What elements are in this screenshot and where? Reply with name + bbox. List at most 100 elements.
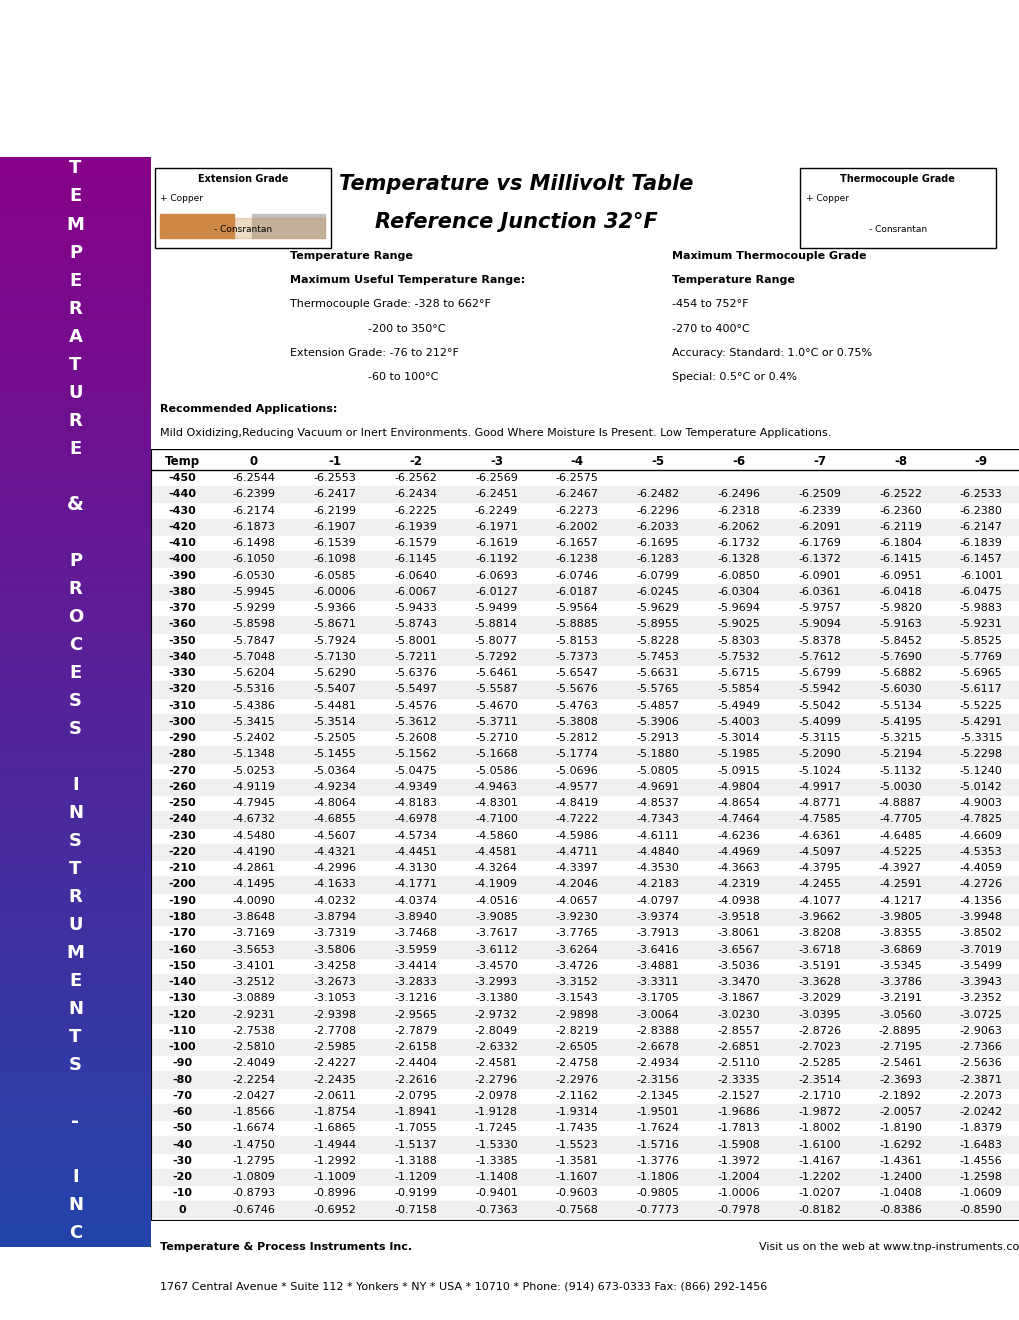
Bar (0, 829, 151, 834)
Text: -1.5716: -1.5716 (636, 1139, 679, 1150)
Bar (0, 993, 151, 999)
Bar (0, 895, 151, 900)
Bar (0, 1234, 151, 1239)
Text: -1.1607: -1.1607 (555, 1172, 598, 1183)
Text: -0.6746: -0.6746 (232, 1205, 275, 1214)
Text: -9: -9 (974, 455, 987, 469)
Text: -3.5653: -3.5653 (232, 945, 275, 954)
Text: -5.3215: -5.3215 (878, 733, 921, 743)
Text: -5.7769: -5.7769 (959, 652, 1002, 661)
Bar (0, 387, 151, 392)
Text: -6.2553: -6.2553 (313, 473, 356, 483)
Text: -6.0304: -6.0304 (716, 587, 759, 597)
Text: -2.5285: -2.5285 (798, 1059, 841, 1068)
Text: -4.5480: -4.5480 (232, 830, 275, 841)
Bar (151, 486, 1019, 503)
Bar (151, 1137, 1019, 1152)
Text: -5.1562: -5.1562 (393, 750, 436, 759)
Text: -6.2225: -6.2225 (393, 506, 437, 516)
Bar (0, 376, 151, 381)
Text: -210: -210 (168, 863, 196, 874)
Bar (0, 884, 151, 890)
Bar (0, 458, 151, 463)
Bar (0, 420, 151, 425)
Text: -454 to 752°F: -454 to 752°F (672, 300, 748, 309)
Text: N: N (68, 1001, 83, 1018)
Text: -5.8452: -5.8452 (878, 636, 921, 645)
Bar (0, 785, 151, 791)
Text: -4.7464: -4.7464 (716, 814, 760, 825)
Bar (151, 1072, 1019, 1088)
Bar (0, 1020, 151, 1026)
Text: -3.3311: -3.3311 (636, 977, 679, 987)
Text: -240: -240 (168, 814, 196, 825)
Bar (0, 846, 151, 851)
Text: -2.2254: -2.2254 (232, 1074, 275, 1085)
Bar (0, 949, 151, 956)
Text: -5.5676: -5.5676 (555, 684, 598, 694)
Text: -6.1657: -6.1657 (555, 539, 598, 548)
Text: -6.0850: -6.0850 (716, 570, 759, 581)
Text: -260: -260 (168, 781, 196, 792)
Text: -230: -230 (168, 830, 196, 841)
Text: -4.0657: -4.0657 (555, 896, 598, 906)
Text: -2.9732: -2.9732 (475, 1010, 518, 1019)
Text: -6.1839: -6.1839 (959, 539, 1002, 548)
Bar (0, 972, 151, 977)
Text: -: - (71, 1111, 79, 1131)
Bar (0, 446, 151, 453)
Text: -5.4099: -5.4099 (798, 717, 841, 727)
Bar (0, 441, 151, 446)
Text: -8: -8 (893, 455, 906, 469)
Text: -4.4059: -4.4059 (959, 863, 1002, 874)
Text: T&P: T&P (31, 36, 120, 73)
Text: -1.3385: -1.3385 (475, 1156, 518, 1166)
Bar (0, 1048, 151, 1053)
Text: -1.0006: -1.0006 (716, 1188, 759, 1199)
Text: -6.2434: -6.2434 (393, 490, 437, 499)
Text: -0.8590: -0.8590 (959, 1205, 1002, 1214)
Text: -2.6332: -2.6332 (475, 1041, 518, 1052)
Text: -5.9025: -5.9025 (716, 619, 759, 630)
Text: 0: 0 (178, 1205, 185, 1214)
Text: -2.9231: -2.9231 (232, 1010, 275, 1019)
Text: -5.9231: -5.9231 (959, 619, 1002, 630)
Bar (0, 616, 151, 622)
Text: -5.8885: -5.8885 (555, 619, 598, 630)
Bar (0, 923, 151, 928)
Text: -5.0364: -5.0364 (313, 766, 356, 776)
Text: -5.9820: -5.9820 (878, 603, 921, 612)
Text: Mild Oxidizing,Reducing Vacuum or Inert Environments. Good Where Moisture Is Pre: Mild Oxidizing,Reducing Vacuum or Inert … (160, 428, 830, 438)
Text: -6: -6 (732, 455, 745, 469)
Text: -3.4414: -3.4414 (393, 961, 437, 970)
Bar (0, 906, 151, 911)
Bar (0, 1031, 151, 1038)
Text: -1.9501: -1.9501 (636, 1107, 679, 1117)
Text: -4.2726: -4.2726 (959, 879, 1002, 890)
Text: -2.4934: -2.4934 (636, 1059, 679, 1068)
Bar (0, 649, 151, 655)
Bar (0, 430, 151, 436)
Text: -3.0725: -3.0725 (959, 1010, 1002, 1019)
Text: E: E (69, 664, 82, 682)
Text: -5.2298: -5.2298 (959, 750, 1002, 759)
Text: -5.9564: -5.9564 (555, 603, 598, 612)
Text: U: U (68, 916, 83, 935)
Text: -3.8061: -3.8061 (716, 928, 759, 939)
Text: -6.1283: -6.1283 (636, 554, 679, 565)
Text: 1767 Central Avenue * Suite 112 * Yonkers * NY * USA * 10710 * Phone: (914) 673-: 1767 Central Avenue * Suite 112 * Yonker… (160, 1280, 766, 1291)
Text: -5.2194: -5.2194 (878, 750, 921, 759)
Text: -1.5523: -1.5523 (555, 1139, 598, 1150)
Bar (0, 1135, 151, 1140)
Text: -3.2673: -3.2673 (313, 977, 356, 987)
Bar (0, 982, 151, 987)
Text: Extension Grade: -76 to 212°F: Extension Grade: -76 to 212°F (289, 347, 459, 358)
Text: -5.9299: -5.9299 (232, 603, 275, 612)
Text: -3.9805: -3.9805 (878, 912, 921, 921)
Text: -5.8814: -5.8814 (475, 619, 518, 630)
Text: -5.7690: -5.7690 (878, 652, 921, 661)
Text: -5.1985: -5.1985 (716, 750, 759, 759)
Text: -5.3906: -5.3906 (636, 717, 679, 727)
Text: Type T Thermocouple: Type T Thermocouple (451, 59, 718, 81)
Bar (0, 469, 151, 474)
